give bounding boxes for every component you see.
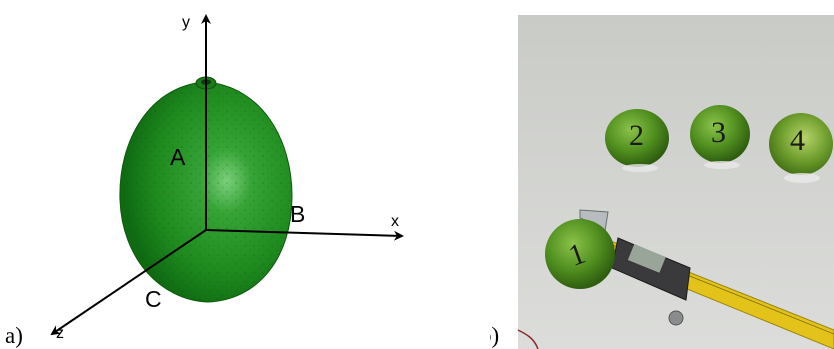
fruit-3-label: 3	[711, 116, 726, 149]
fruit-1: 1	[545, 219, 615, 289]
x-axis	[205, 229, 404, 241]
panel-b-caption: b)	[490, 323, 499, 348]
fruit-2: 2	[605, 109, 669, 172]
photo-background	[518, 15, 834, 349]
dimension-c-label: C	[145, 286, 162, 312]
dimension-b-label: B	[290, 201, 305, 227]
x-axis-label: x	[391, 213, 399, 230]
fruit-2-label: 2	[629, 119, 644, 152]
z-axis	[50, 229, 207, 336]
fruit-3: 3	[690, 105, 750, 169]
caliper-display	[627, 244, 666, 273]
panel-a-caption: a)	[5, 323, 23, 348]
z-axis-label: z	[56, 325, 64, 342]
fruit-4: 4	[769, 113, 833, 183]
fruit-measurement-photo: 2 3 4 1	[490, 15, 834, 349]
dimension-a-label: A	[170, 144, 186, 170]
y-axis-label: y	[182, 14, 190, 31]
fruit-axes-diagram: y x z A B C a)	[5, 14, 404, 348]
fruit-4-label: 4	[790, 124, 805, 157]
fruit-axes-diagram-panel: y x z A B C a)	[5, 14, 404, 348]
fruit-photo-panel: 2 3 4 1	[490, 0, 834, 349]
